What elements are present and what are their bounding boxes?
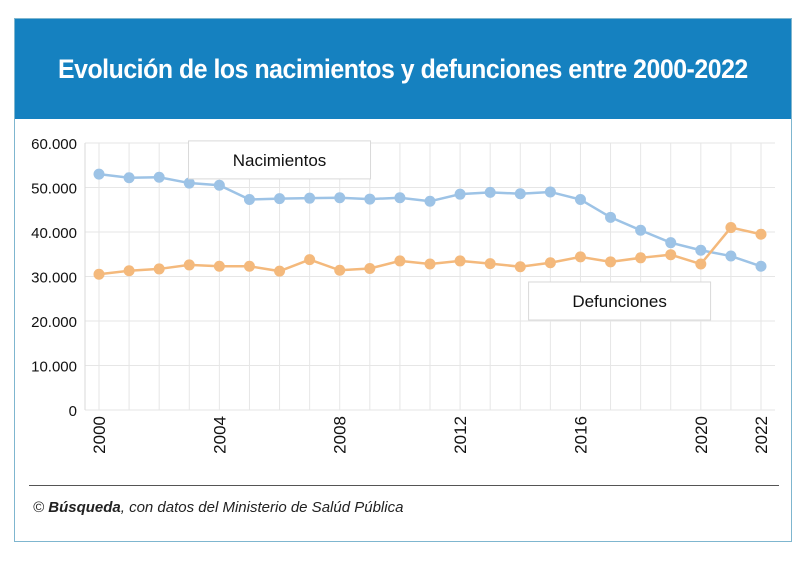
data-point-nacimientos	[514, 188, 526, 200]
line-chart: 0 10.000 20.000 30.000 40.000 50.000 60.000 20…	[31, 136, 775, 454]
data-point-nacimientos	[394, 192, 406, 204]
data-point-nacimientos	[574, 194, 586, 206]
data-point-defunciones	[605, 256, 617, 268]
x-tick-label: 2000	[90, 416, 109, 454]
series-label-box	[528, 281, 712, 321]
data-point-nacimientos	[123, 172, 135, 184]
data-point-nacimientos	[695, 244, 707, 256]
x-tick-label: 2020	[692, 416, 711, 454]
source-brand: Búsqueda	[48, 499, 121, 516]
data-point-defunciones	[484, 258, 496, 270]
data-point-defunciones	[635, 252, 647, 264]
x-axis-tick-labels: 2000 2004 2008 2012 2016 2020 2022	[90, 416, 771, 454]
data-point-defunciones	[394, 255, 406, 267]
x-tick-label: 2012	[451, 416, 470, 454]
series-label-defunciones: Defunciones	[572, 292, 667, 311]
y-axis-tick-labels: 0 10.000 20.000 30.000 40.000 50.000 60.000	[31, 136, 77, 420]
data-point-defunciones	[364, 262, 376, 274]
data-point-defunciones	[755, 228, 767, 240]
data-point-nacimientos	[665, 237, 677, 249]
data-point-defunciones	[695, 258, 707, 270]
data-point-nacimientos	[243, 194, 255, 206]
series-label-box	[188, 140, 372, 180]
data-point-defunciones	[424, 258, 436, 270]
y-tick-label: 20.000	[31, 314, 77, 331]
data-point-nacimientos	[725, 250, 737, 262]
series-lines	[93, 168, 767, 280]
y-tick-label: 50.000	[31, 181, 77, 198]
data-point-defunciones	[304, 254, 316, 266]
x-tick-label: 2008	[331, 416, 350, 454]
chart-title: Evolución de los nacimientos y defuncion…	[58, 53, 748, 84]
data-point-defunciones	[243, 260, 255, 272]
title-banner: Evolución de los nacimientos y defuncion…	[15, 19, 791, 119]
y-tick-label: 40.000	[31, 225, 77, 242]
data-point-defunciones	[665, 249, 677, 261]
data-point-defunciones	[454, 255, 466, 267]
source-text: , con datos del Ministerio de Salúd Públ…	[120, 499, 404, 516]
series-labels: Nacimientos Defunciones	[188, 140, 712, 321]
data-point-nacimientos	[153, 171, 165, 183]
data-point-defunciones	[514, 261, 526, 273]
x-tick-label: 2016	[571, 416, 590, 454]
data-point-nacimientos	[334, 192, 346, 204]
source-note: © Búsqueda, con datos del Ministerio de …	[33, 499, 403, 516]
y-tick-label: 10.000	[31, 359, 77, 376]
x-tick-label: 2004	[210, 416, 229, 454]
data-point-nacimientos	[755, 260, 767, 272]
y-tick-label: 0	[69, 403, 77, 420]
data-point-defunciones	[183, 259, 195, 271]
data-point-nacimientos	[424, 195, 436, 207]
data-point-nacimientos	[213, 179, 225, 191]
footer-divider	[29, 485, 779, 486]
source-prefix: ©	[33, 499, 49, 516]
data-point-defunciones	[274, 265, 286, 277]
series-label-nacimientos: Nacimientos	[233, 151, 327, 170]
data-point-defunciones	[123, 265, 135, 277]
data-point-nacimientos	[304, 192, 316, 204]
data-point-nacimientos	[484, 186, 496, 198]
data-point-nacimientos	[274, 193, 286, 205]
data-point-nacimientos	[544, 186, 556, 198]
data-point-defunciones	[574, 251, 586, 263]
data-point-defunciones	[334, 264, 346, 276]
data-point-defunciones	[725, 222, 737, 234]
data-point-nacimientos	[364, 193, 376, 205]
data-point-nacimientos	[454, 188, 466, 200]
data-point-defunciones	[153, 263, 165, 275]
y-tick-label: 30.000	[31, 270, 77, 287]
data-point-defunciones	[213, 260, 225, 272]
data-point-defunciones	[544, 257, 556, 269]
data-point-nacimientos	[93, 168, 105, 180]
data-point-nacimientos	[635, 224, 647, 236]
y-tick-label: 60.000	[31, 136, 77, 153]
data-point-defunciones	[93, 268, 105, 280]
x-tick-label: 2022	[752, 416, 771, 454]
data-point-nacimientos	[183, 177, 195, 189]
chart-card: Evolución de los nacimientos y defuncion…	[14, 18, 792, 542]
data-point-nacimientos	[605, 211, 617, 223]
